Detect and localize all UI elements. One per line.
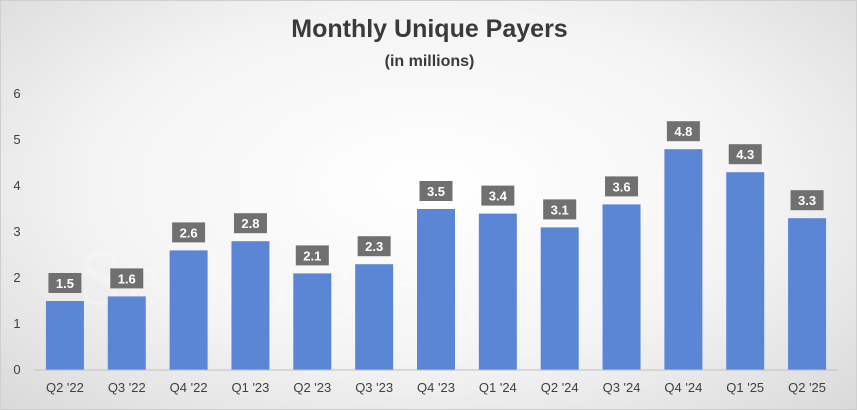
data-label-box [48, 273, 82, 293]
data-label-box [481, 185, 515, 206]
data-label-box [543, 199, 577, 220]
data-label: 2.1 [303, 248, 321, 263]
bar [293, 273, 332, 370]
x-tick-label: Q3 '22 [108, 380, 146, 395]
x-tick-label: Q1 '23 [232, 380, 270, 395]
y-axis-ticks: 0 1 2 3 4 5 6 [13, 86, 20, 377]
y-tick-label: 4 [13, 178, 20, 193]
data-label: 2.3 [365, 239, 383, 254]
data-label-box [233, 213, 267, 234]
x-tick-label: Q2 '23 [293, 380, 331, 395]
bar [231, 241, 270, 370]
data-label-box [605, 176, 639, 197]
bar [540, 227, 579, 370]
bar [726, 172, 765, 370]
data-label-box [110, 268, 144, 289]
bar [355, 264, 394, 370]
x-tick-label: Q2 '22 [46, 380, 84, 395]
data-label-box [666, 121, 700, 142]
x-tick-label: Q4 '22 [170, 380, 208, 395]
bar [107, 296, 146, 370]
y-tick-label: 6 [13, 86, 20, 101]
data-label: 1.5 [56, 276, 74, 291]
data-labels: 1.5 1.6 2.6 2.8 2.1 2.3 3.5 3.4 3.1 3.6 4.8 4.3 3.3 [48, 121, 824, 293]
data-label: 4.3 [736, 147, 754, 162]
x-tick-label: Q4 '23 [417, 380, 455, 395]
bar [478, 213, 517, 370]
bar [169, 250, 208, 370]
y-tick-label: 3 [13, 224, 20, 239]
data-label: 3.1 [551, 202, 569, 217]
bar [602, 204, 641, 370]
data-label: 4.8 [674, 124, 692, 139]
y-tick-label: 2 [13, 270, 20, 285]
data-label: 3.5 [427, 184, 445, 199]
data-label-box [790, 190, 824, 211]
data-label: 3.3 [798, 193, 816, 208]
x-tick-label: Q2 '24 [541, 380, 579, 395]
chart-subtitle: (in millions) [384, 53, 475, 70]
x-tick-label: Q2 '25 [788, 380, 826, 395]
y-tick-label: 5 [13, 132, 20, 147]
data-label: 2.8 [241, 216, 259, 231]
x-tick-label: Q3 '23 [355, 380, 393, 395]
x-tick-label: Q1 '24 [479, 380, 517, 395]
data-label: 3.6 [612, 179, 630, 194]
data-label: 1.6 [118, 271, 136, 286]
bar [788, 218, 827, 370]
x-axis-ticks: Q2 '22 Q3 '22 Q4 '22 Q1 '23 Q2 '23 Q3 '23 Q4 '… [46, 380, 826, 395]
data-label-box [419, 181, 453, 201]
y-tick-label: 1 [13, 316, 20, 331]
data-label-box [728, 144, 762, 165]
bar [417, 209, 455, 370]
bar [664, 149, 703, 370]
data-label-box [357, 236, 391, 257]
x-tick-label: Q1 '25 [726, 380, 764, 395]
data-label: 3.4 [489, 189, 508, 204]
bar [45, 301, 84, 370]
data-label-box [172, 222, 206, 243]
x-tick-label: Q4 '24 [664, 380, 702, 395]
bar-series [45, 149, 827, 370]
data-label-box [295, 245, 329, 266]
y-tick-label: 0 [13, 362, 20, 377]
data-label: 2.6 [180, 225, 198, 240]
chart-title: Monthly Unique Payers [291, 15, 568, 43]
x-tick-label: Q3 '24 [603, 380, 641, 395]
